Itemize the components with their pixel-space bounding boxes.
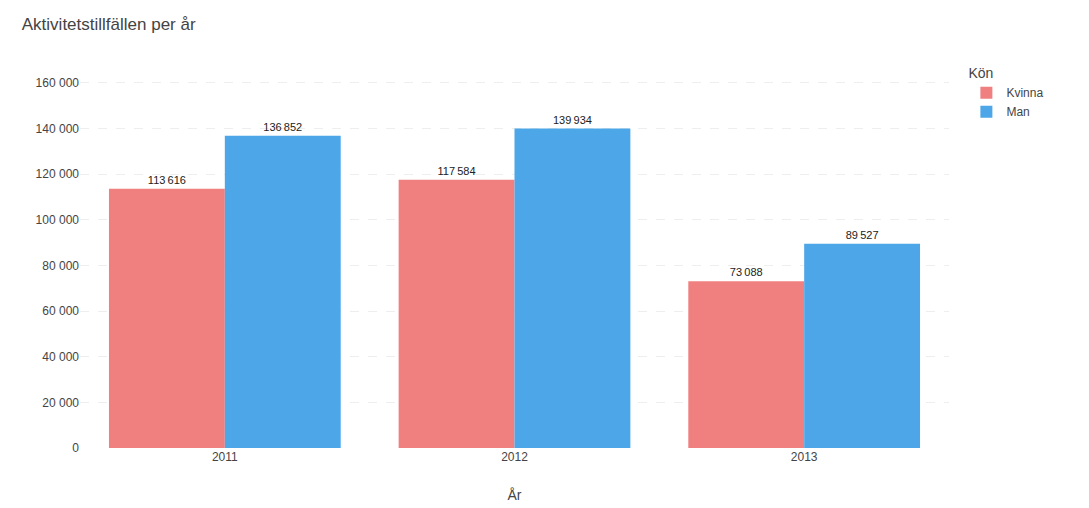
svg-text:120 000: 120 000 [36, 167, 80, 181]
svg-text:117 584: 117 584 [438, 165, 476, 177]
svg-text:Kön: Kön [968, 65, 993, 81]
svg-text:40 000: 40 000 [42, 350, 79, 364]
svg-text:2012: 2012 [501, 450, 528, 464]
svg-text:80 000: 80 000 [42, 259, 79, 273]
svg-text:113 616: 113 616 [148, 174, 186, 186]
svg-text:År: År [508, 487, 522, 503]
svg-text:Kvinna: Kvinna [1006, 86, 1043, 100]
svg-text:136 852: 136 852 [263, 121, 302, 133]
svg-text:73 088: 73 088 [730, 266, 763, 278]
svg-text:60 000: 60 000 [42, 304, 79, 318]
svg-text:160 000: 160 000 [36, 76, 80, 90]
svg-text:89 527: 89 527 [846, 229, 879, 241]
svg-text:100 000: 100 000 [36, 213, 80, 227]
svg-text:20 000: 20 000 [42, 396, 79, 410]
svg-text:2013: 2013 [791, 450, 818, 464]
svg-text:140 000: 140 000 [36, 122, 80, 136]
svg-text:2011: 2011 [212, 450, 238, 464]
svg-text:Aktivitetstillfällen per år: Aktivitetstillfällen per år [22, 15, 196, 34]
svg-text:139 934: 139 934 [553, 114, 592, 126]
svg-text:Man: Man [1006, 105, 1029, 119]
svg-text:0: 0 [72, 441, 79, 455]
